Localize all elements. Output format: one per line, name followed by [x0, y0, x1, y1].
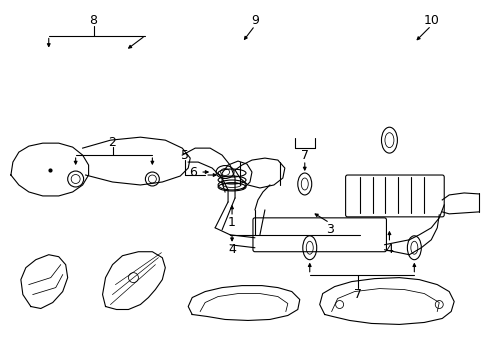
Text: 1: 1: [227, 216, 236, 229]
Text: 2: 2: [108, 136, 116, 149]
Text: 7: 7: [300, 149, 308, 162]
Text: 5: 5: [181, 149, 189, 162]
Text: 7: 7: [353, 288, 361, 301]
Text: 6: 6: [189, 166, 197, 179]
Text: 3: 3: [325, 223, 333, 236]
Text: 4: 4: [385, 243, 392, 256]
Text: 10: 10: [423, 14, 438, 27]
Text: 9: 9: [250, 14, 258, 27]
Text: 8: 8: [89, 14, 98, 27]
Text: 4: 4: [227, 243, 236, 256]
